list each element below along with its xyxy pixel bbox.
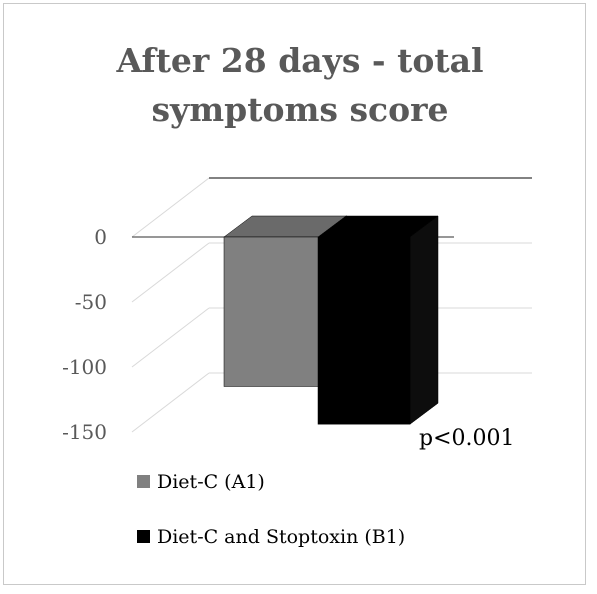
bar — [317, 215, 439, 425]
bar-front-face — [223, 236, 320, 387]
side-gridline — [131, 372, 210, 433]
chart-title-line-2: symptoms score — [151, 90, 448, 129]
legend-label: Diet-C (A1) — [157, 471, 265, 493]
bar-front-face — [317, 236, 411, 425]
chart-title-line-1: After 28 days - total — [115, 41, 483, 80]
chart-frame: After 28 days - total symptoms score 0 -5… — [3, 3, 586, 585]
side-gridline — [131, 307, 210, 368]
bars — [223, 215, 439, 425]
chart-title: After 28 days - total symptoms score — [115, 41, 483, 129]
p-value-annotation: p<0.001 — [419, 426, 515, 451]
legend: Diet-C (A1) Diet-C and Stoptoxin (B1) — [137, 471, 405, 548]
bar-side-face — [409, 215, 439, 425]
side-gridline — [131, 242, 210, 303]
y-axis: 0 -50 -100 -150 — [62, 225, 107, 444]
legend-label: Diet-C and Stoptoxin (B1) — [157, 526, 405, 548]
y-tick-label: -50 — [75, 290, 107, 314]
y-tick-label: -100 — [62, 355, 107, 379]
y-tick-label: 0 — [94, 225, 107, 249]
chart: After 28 days - total symptoms score 0 -5… — [62, 41, 532, 548]
y-tick-label: -150 — [62, 420, 107, 444]
legend-item: Diet-C and Stoptoxin (B1) — [137, 526, 405, 548]
legend-swatch — [137, 530, 150, 543]
side-gridline — [131, 177, 210, 238]
legend-item: Diet-C (A1) — [137, 471, 265, 493]
legend-swatch — [137, 475, 150, 488]
